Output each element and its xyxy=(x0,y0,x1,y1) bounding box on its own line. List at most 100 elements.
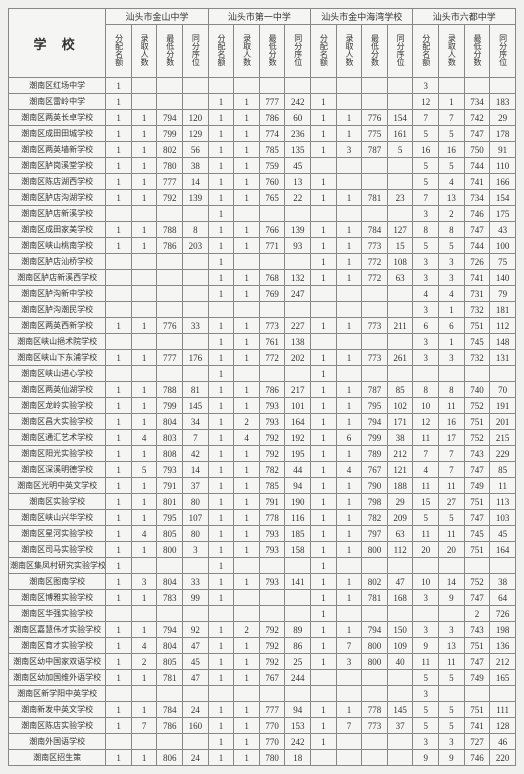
cell: 1 xyxy=(208,526,234,542)
cell: 9 xyxy=(439,590,465,606)
cell: 751 xyxy=(464,494,490,510)
cell xyxy=(131,206,157,222)
cell xyxy=(234,686,260,702)
cell: 1 xyxy=(106,526,132,542)
cell: 795 xyxy=(157,510,183,526)
subcol-4: 分配名额 xyxy=(208,25,234,78)
cell: 202 xyxy=(285,350,311,366)
cell: 16 xyxy=(439,142,465,158)
cell: 91 xyxy=(490,142,516,158)
cell xyxy=(311,334,337,350)
subcol-3: 同分序位 xyxy=(183,25,209,78)
cell: 760 xyxy=(259,174,285,190)
cell xyxy=(336,750,362,766)
cell: 3 xyxy=(413,590,439,606)
cell xyxy=(106,286,132,302)
cell: 1 xyxy=(208,334,234,350)
cell: 791 xyxy=(259,494,285,510)
cell: 747 xyxy=(464,462,490,478)
cell: 111 xyxy=(490,702,516,718)
cell: 1 xyxy=(311,270,337,286)
cell: 1 xyxy=(439,302,465,318)
cell: 1 xyxy=(311,398,337,414)
cell xyxy=(106,254,132,270)
cell: 148 xyxy=(490,334,516,350)
cell: 1 xyxy=(234,574,260,590)
cell xyxy=(336,302,362,318)
cell: 6 xyxy=(336,430,362,446)
cell: 131 xyxy=(490,350,516,366)
cell: 11 xyxy=(439,654,465,670)
cell xyxy=(336,78,362,94)
cell xyxy=(131,606,157,622)
cell: 1 xyxy=(311,494,337,510)
cell xyxy=(311,302,337,318)
cell: 790 xyxy=(362,478,388,494)
cell xyxy=(362,734,388,750)
cell: 1 xyxy=(336,222,362,238)
cell: 127 xyxy=(387,222,413,238)
cell xyxy=(208,606,234,622)
school-name: 潮南区昌大实验学校 xyxy=(9,414,106,430)
cell: 1 xyxy=(208,126,234,142)
cell: 1 xyxy=(106,750,132,766)
cell xyxy=(311,286,337,302)
cell: 1 xyxy=(311,110,337,126)
cell xyxy=(439,366,465,382)
cell: 1 xyxy=(106,414,132,430)
cell: 1 xyxy=(311,590,337,606)
cell: 3 xyxy=(413,350,439,366)
cell: 1 xyxy=(234,654,260,670)
table-row: 潮南区通汇艺术学校1480371479219216799381117752215 xyxy=(9,430,516,446)
cell: 781 xyxy=(362,590,388,606)
table-row: 潮南外国语学校1177024213372746 xyxy=(9,734,516,750)
cell: 10 xyxy=(413,574,439,590)
cell: 8 xyxy=(183,222,209,238)
cell: 1 xyxy=(208,718,234,734)
cell: 1 xyxy=(208,206,234,222)
cell: 744 xyxy=(464,158,490,174)
subcol-7: 同分序位 xyxy=(285,25,311,78)
cell: 164 xyxy=(285,414,311,430)
cell xyxy=(362,302,388,318)
cell: 777 xyxy=(157,350,183,366)
cell: 217 xyxy=(285,382,311,398)
cell: 1 xyxy=(311,190,337,206)
cell: 4 xyxy=(131,430,157,446)
cell xyxy=(208,686,234,702)
cell: 792 xyxy=(259,622,285,638)
school-name: 潮南区胪沟新中学校 xyxy=(9,286,106,302)
cell: 138 xyxy=(285,334,311,350)
cell: 1 xyxy=(336,254,362,270)
cell: 777 xyxy=(157,174,183,190)
cell xyxy=(387,734,413,750)
cell xyxy=(183,94,209,110)
cell: 793 xyxy=(259,574,285,590)
cell: 1 xyxy=(131,158,157,174)
cell: 1 xyxy=(311,430,337,446)
cell: 1 xyxy=(106,622,132,638)
cell: 92 xyxy=(183,622,209,638)
cell xyxy=(157,686,183,702)
cell: 1 xyxy=(234,94,260,110)
cell: 45 xyxy=(183,654,209,670)
cell xyxy=(234,558,260,574)
cell: 797 xyxy=(362,526,388,542)
cell: 1 xyxy=(336,414,362,430)
cell: 791 xyxy=(157,478,183,494)
cell xyxy=(311,158,337,174)
cell: 1 xyxy=(234,526,260,542)
cell: 1 xyxy=(234,670,260,686)
cell xyxy=(234,366,260,382)
cell: 38 xyxy=(183,158,209,174)
cell: 99 xyxy=(183,590,209,606)
cell: 17 xyxy=(439,430,465,446)
cell: 3 xyxy=(413,302,439,318)
cell xyxy=(413,366,439,382)
cell: 4 xyxy=(413,286,439,302)
cell xyxy=(183,558,209,574)
cell: 1 xyxy=(336,702,362,718)
cell: 804 xyxy=(157,574,183,590)
cell: 1 xyxy=(311,734,337,750)
cell xyxy=(131,734,157,750)
